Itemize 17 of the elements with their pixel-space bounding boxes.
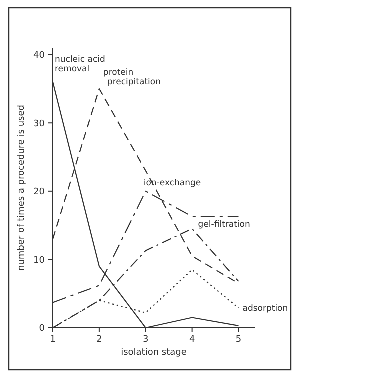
y-tick-label: 20 [34,188,46,198]
y-tick-label: 40 [34,50,46,61]
x-tick-label: 4 [189,335,196,345]
series-label: ion-exchange [144,178,202,188]
y-tick-label: 0 [39,324,46,334]
x-axis-title: isolation stage [121,348,188,358]
x-tick-label: 3 [143,335,149,345]
x-tick-label: 1 [50,335,56,345]
series-label: protein precipitation [103,68,161,88]
x-tick-label: 5 [236,335,242,345]
series-label: adsorption [242,304,288,314]
x-tick-label: 2 [96,335,102,345]
series-label: gel-filtration [198,220,250,230]
y-tick-label: 30 [34,119,46,130]
series-label: nucleic acid removal [55,55,106,74]
y-tick-label: 10 [34,256,46,266]
y-axis-title: number of times a procedure is used [17,105,27,271]
